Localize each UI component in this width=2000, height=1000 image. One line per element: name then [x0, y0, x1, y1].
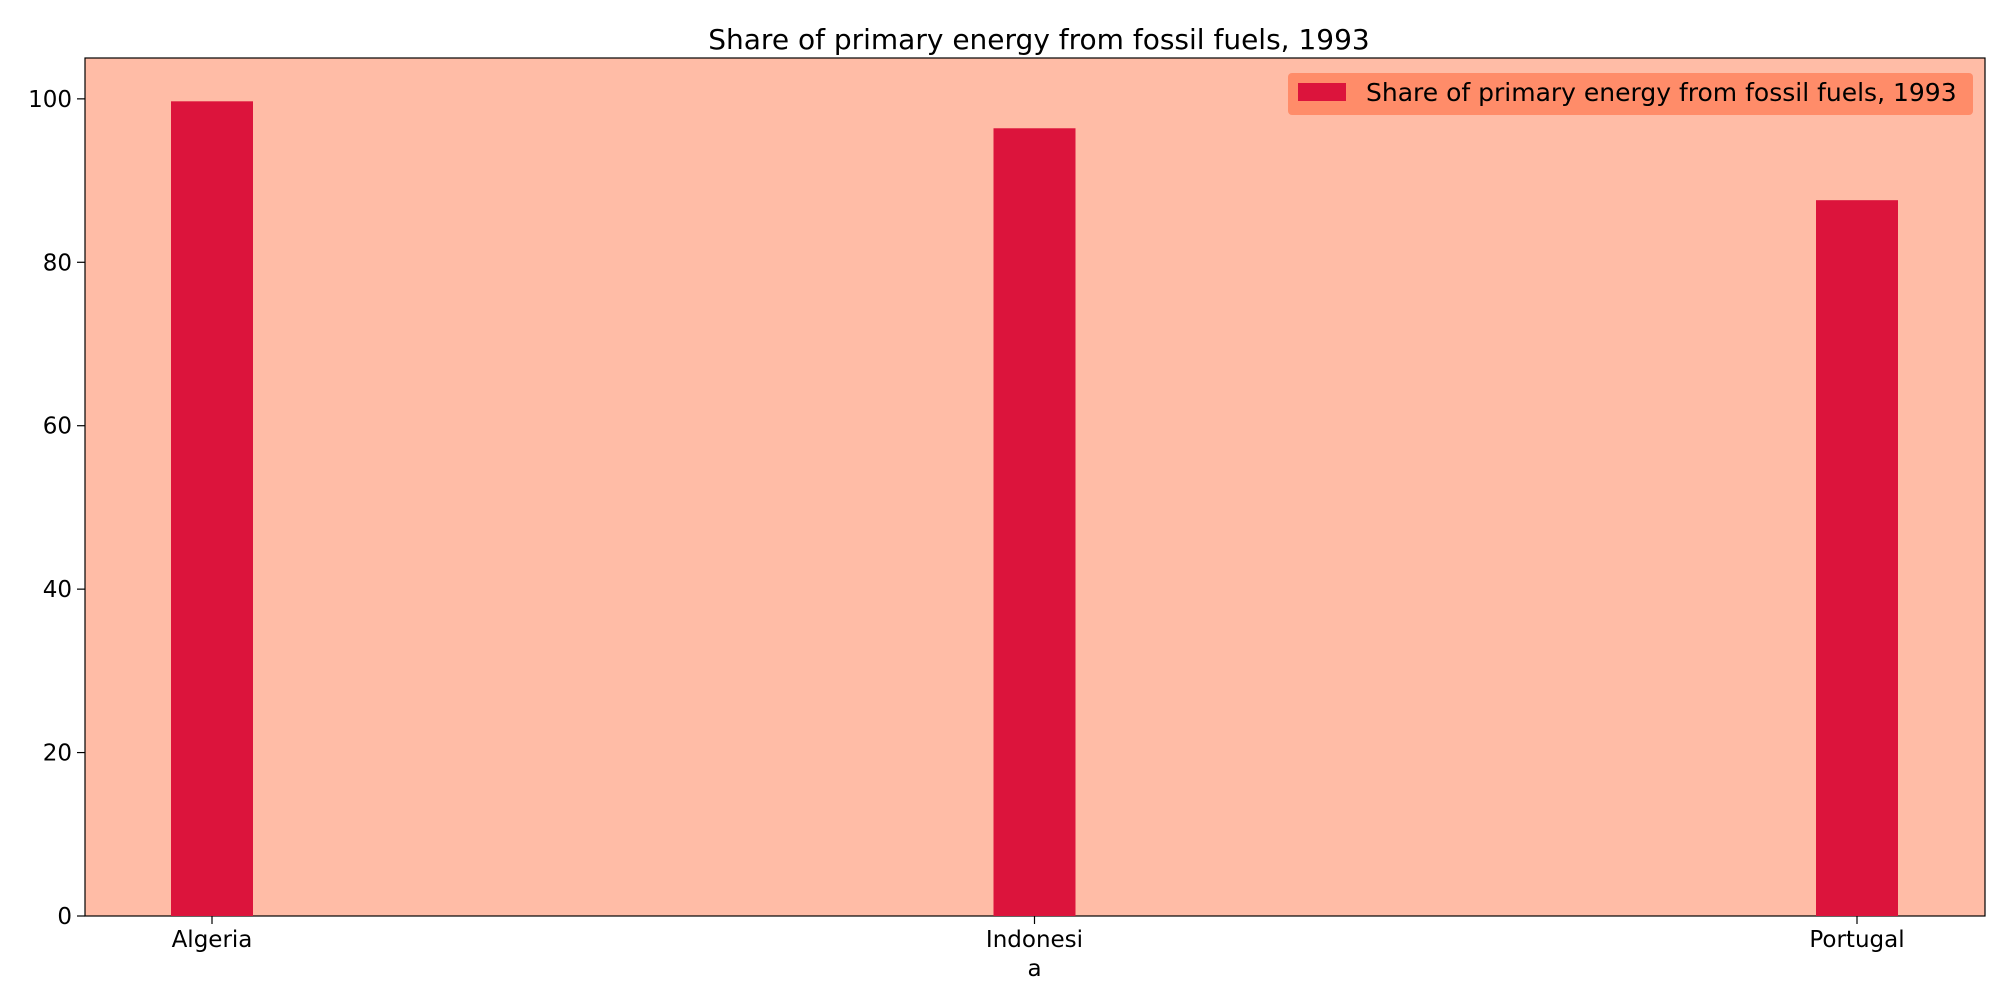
y-axis: 0 20 40 60 80 100 — [28, 87, 85, 930]
bar-indonesia — [993, 128, 1076, 916]
bars-layer — [171, 101, 1898, 916]
y-tick-label-20: 20 — [43, 741, 72, 767]
y-tick-label-100: 100 — [28, 87, 72, 113]
y-tick-label-60: 60 — [43, 414, 72, 440]
legend-swatch — [1298, 83, 1346, 101]
legend-label: Share of primary energy from fossil fuel… — [1366, 78, 1957, 107]
y-tick-label-0: 0 — [57, 904, 72, 930]
y-tick-label-80: 80 — [43, 250, 72, 276]
y-tick-label-40: 40 — [43, 577, 72, 603]
legend: Share of primary energy from fossil fuel… — [1288, 73, 1973, 115]
chart-title: Share of primary energy from fossil fuel… — [708, 23, 1369, 56]
x-tick-label-portugal: Portugal — [1809, 927, 1904, 953]
bar-portugal — [1816, 200, 1898, 916]
bar-algeria — [171, 101, 253, 916]
x-tick-label-algeria: Algeria — [172, 927, 253, 953]
x-axis: Algeria Indonesi a Portugal — [172, 916, 1905, 982]
legend-box — [1288, 73, 1973, 115]
x-tick-label-indonesia-line-1: Indonesi — [986, 927, 1083, 953]
x-tick-label-indonesia-line-2: a — [1027, 956, 1041, 982]
